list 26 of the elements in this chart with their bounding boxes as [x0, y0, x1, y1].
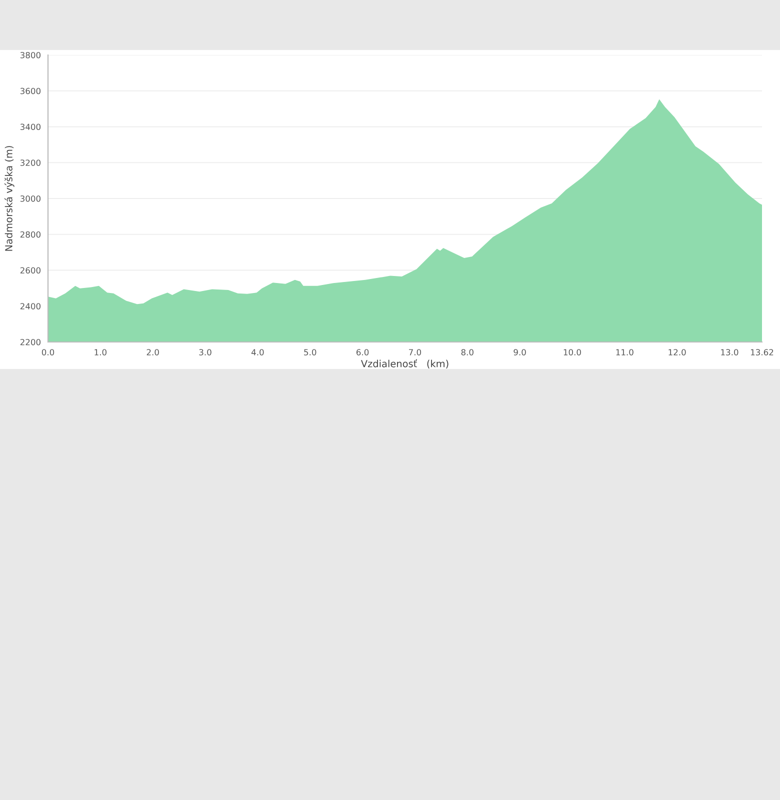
x-tick-label: 8.0	[461, 349, 474, 356]
y-tick-label: 3600	[20, 88, 40, 94]
x-tick-label: 6.0	[356, 349, 369, 356]
x-tick-label: 9.0	[514, 349, 526, 356]
x-tick-label: 11.0	[616, 349, 634, 356]
x-axis-title: Vzdialenosť (km)	[360, 359, 448, 368]
y-axis-title: Nadmorská výška (m)	[4, 146, 14, 251]
y-tick-label: 3200	[20, 160, 40, 166]
y-tick-label: 3400	[20, 124, 40, 130]
x-tick-label: 10.0	[564, 349, 581, 356]
x-tick-label: 13.0	[721, 349, 738, 356]
y-tick-label: 3800	[20, 52, 40, 58]
x-tick-label: 4.0	[251, 349, 264, 356]
x-tick-label: 12.0	[668, 349, 686, 356]
x-tick-label: 13.62	[750, 349, 774, 356]
x-tick-label: 1.0	[94, 349, 106, 356]
x-tick-label: 2.0	[146, 349, 159, 356]
y-tick-label: 2400	[20, 303, 40, 310]
x-tick-label: 7.0	[409, 349, 422, 356]
x-tick-label: 0.0	[42, 349, 54, 356]
y-tick-label: 2800	[20, 231, 40, 238]
y-tick-label: 3000	[20, 195, 40, 202]
y-tick-label: 2200	[20, 338, 40, 346]
x-tick-label: 5.0	[304, 349, 316, 356]
x-tick-label: 3.0	[199, 349, 212, 356]
y-tick-label: 2600	[20, 267, 40, 274]
